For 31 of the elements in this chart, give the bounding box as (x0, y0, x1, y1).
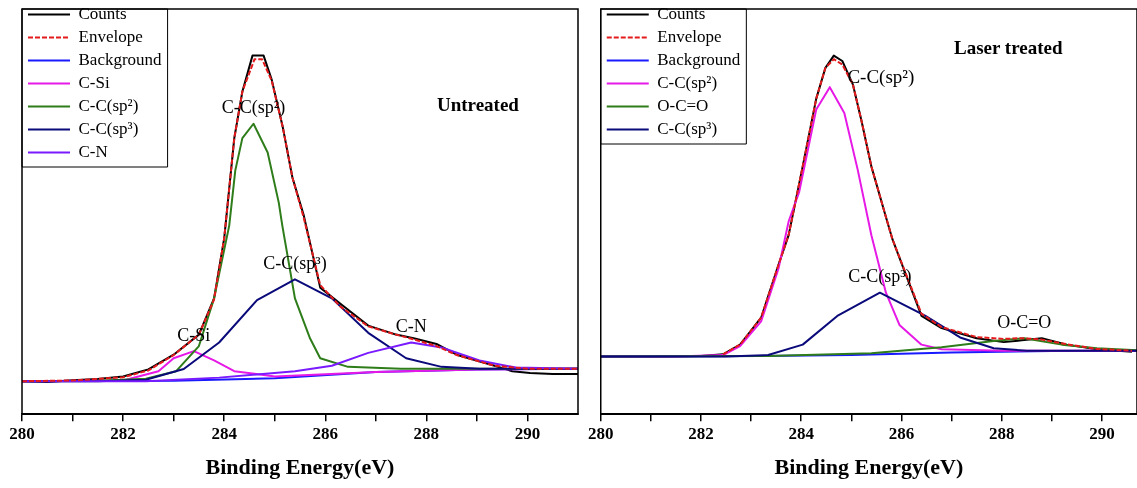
legend-label: Envelope (657, 26, 722, 46)
legend-label: Envelope (78, 26, 143, 46)
legend-label: Counts (78, 3, 127, 23)
legend-label: C-Si (78, 72, 110, 92)
x-tick-label: 288 (413, 423, 440, 443)
legend-label: C-C(sp³) (78, 118, 139, 138)
annotation: Laser treated (954, 37, 1063, 59)
legend-label: C-C(sp³) (657, 118, 718, 138)
x-tick-label: 290 (514, 423, 541, 443)
x-tick-label: 280 (588, 423, 614, 443)
x-tick-label: 286 (312, 423, 339, 443)
legend-label: C-N (78, 141, 108, 161)
x-axis-title: Binding Energy(eV) (774, 454, 964, 480)
annotation: O-C=O (997, 311, 1052, 332)
x-tick-label: 286 (888, 423, 915, 443)
legend-label: Background (657, 49, 741, 69)
legend-label: O-C=O (657, 95, 709, 115)
x-tick-label: 288 (988, 423, 1015, 443)
legend-label: C-C(sp²) (78, 95, 139, 115)
annotation: C-N (395, 316, 427, 337)
legend-label: Counts (657, 3, 706, 23)
x-tick-label: 280 (9, 423, 35, 443)
x-tick-label: 284 (211, 423, 238, 443)
annotation: Untreated (436, 94, 520, 116)
x-axis-title: Binding Energy(eV) (205, 454, 395, 480)
x-tick-label: 290 (1089, 423, 1115, 443)
x-tick-label: 282 (110, 423, 136, 443)
legend-label: Background (78, 49, 163, 69)
legend-label: C-C(sp²) (657, 72, 718, 92)
x-tick-label: 284 (788, 423, 815, 443)
x-tick-label: 282 (688, 423, 714, 443)
